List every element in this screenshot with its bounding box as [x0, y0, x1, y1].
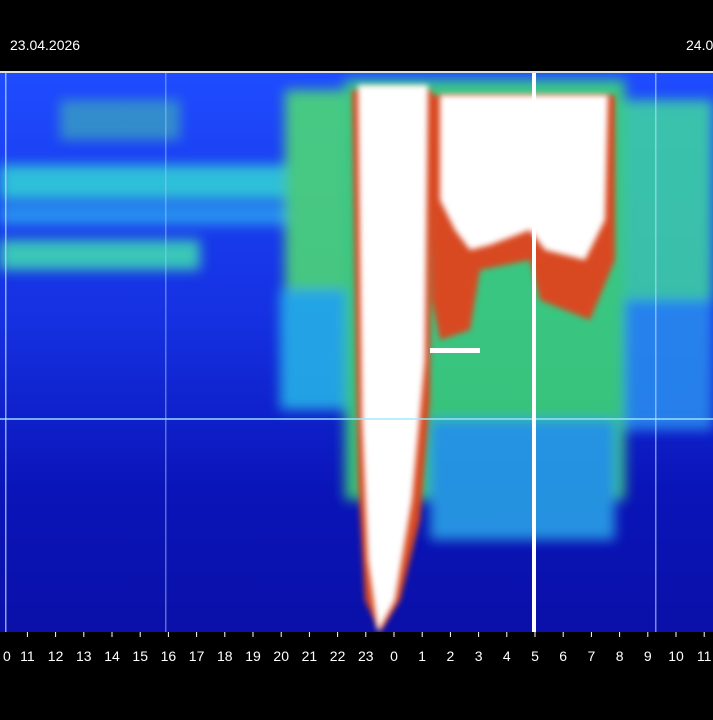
x-tick-label: 5 [531, 648, 539, 664]
date-right: 24.0 [686, 37, 713, 53]
x-tick-label: 18 [217, 648, 233, 664]
x-tick-label: 11 [20, 648, 35, 664]
x-tick-label: 6 [559, 648, 567, 664]
x-tick-label: 17 [189, 648, 205, 664]
x-tick-label: 15 [132, 648, 148, 664]
x-tick-label: 0 [3, 648, 11, 664]
x-tick-label: 1 [418, 648, 426, 664]
x-tick-label: 19 [245, 648, 261, 664]
x-tick-label: 7 [588, 648, 596, 664]
x-tick-label: 20 [273, 648, 289, 664]
x-tick-label: 16 [161, 648, 177, 664]
x-tick-label: 14 [104, 648, 120, 664]
x-tick-label: 3 [475, 648, 483, 664]
x-tick-label: 9 [644, 648, 652, 664]
x-axis: 0 11 12 13 14 15 16 17 18 19 20 21 22 23 0 1 2 3 4 5 6 7 8 9 10 1… [3, 632, 712, 664]
x-tick-label: 8 [616, 648, 624, 664]
x-tick-label: 22 [330, 648, 346, 664]
date-left: 23.04.2026 [10, 37, 80, 53]
x-tick-label: 10 [668, 648, 684, 664]
x-tick-label: 11 [697, 648, 712, 664]
spectrogram [0, 72, 713, 632]
x-tick-label: 12 [48, 648, 64, 664]
x-tick-label: 4 [503, 648, 511, 664]
x-tick-label: 13 [76, 648, 92, 664]
plot-top-border [0, 71, 713, 73]
x-tick-label: 2 [447, 648, 455, 664]
x-tick-label: 23 [358, 648, 374, 664]
x-tick-label: 21 [302, 648, 318, 664]
x-tick-label: 0 [390, 648, 398, 664]
